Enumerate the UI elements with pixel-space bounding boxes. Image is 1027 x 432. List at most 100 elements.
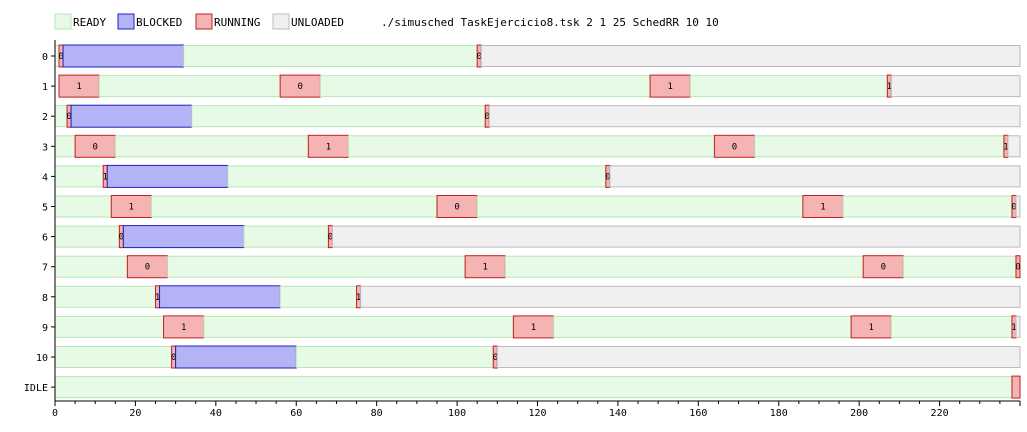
- segment-blocked: [122, 225, 245, 249]
- segment-label: 1: [531, 323, 536, 333]
- segment-ready: [54, 195, 112, 218]
- segment-ready: [243, 225, 329, 248]
- segment-label: 0: [58, 52, 63, 62]
- row-8: 8 1 1: [42, 285, 1021, 309]
- legend-swatch-ready: [54, 13, 72, 30]
- plot-area: 0 0 01 1 0 1 12 0 03 0 1 0 14 1 05 1 0 1 06 0 07 0 1 0 08 1 19 1 1 1 1…: [24, 44, 1021, 399]
- row-7: 7 0 1 0 0: [42, 255, 1021, 279]
- x-tick-label: 160: [689, 408, 707, 419]
- row-label: 9: [42, 323, 48, 334]
- segment-blocked: [62, 44, 185, 68]
- segment-label: 1: [887, 82, 892, 92]
- segment-label: 1: [129, 203, 134, 213]
- legend-swatch-blocked: [117, 13, 135, 30]
- segment-ready: [842, 195, 1013, 218]
- segment-ready: [504, 255, 864, 278]
- x-tick-label: 100: [448, 408, 466, 419]
- row-5: 5 1 0 1 0: [42, 195, 1021, 218]
- segment-label: 1: [1003, 142, 1008, 152]
- row-label: 4: [42, 172, 48, 183]
- segment-label: 0: [66, 112, 71, 122]
- segment-label: 1: [181, 323, 186, 333]
- x-tick-label: 80: [371, 408, 383, 419]
- x-tick-label: 40: [210, 408, 222, 419]
- segment-label: 0: [732, 142, 737, 152]
- segment-ready: [553, 315, 852, 338]
- segment-label: 1: [483, 263, 488, 273]
- x-tick-label: 0: [52, 408, 58, 419]
- legend-label-ready: READY: [73, 16, 106, 29]
- segment-unloaded: [609, 165, 1021, 188]
- row-label: 10: [36, 353, 48, 364]
- x-tick-label: 60: [290, 408, 302, 419]
- segment-ready: [183, 45, 478, 67]
- row-10: 10 0 0: [36, 345, 1021, 369]
- x-axis: 0 20 40 60 80 100 120 140 160 180 200 220: [52, 40, 1021, 419]
- segment-ready: [191, 105, 486, 128]
- segment-ready: [54, 346, 173, 368]
- chart-title: ./simusched TaskEjercicio8.tsk 2 1 25 Sc…: [381, 16, 719, 29]
- segment-blocked: [175, 345, 297, 369]
- segment-unloaded: [1015, 195, 1021, 218]
- segment-label: 0: [476, 52, 481, 62]
- segment-running: [1015, 255, 1021, 279]
- segment-label: 0: [881, 263, 886, 273]
- legend-label-unloaded: UNLOADED: [291, 16, 344, 29]
- segment-label: 1: [820, 203, 825, 213]
- x-tick-label: 20: [129, 408, 141, 419]
- segment-blocked: [70, 104, 193, 128]
- row-idle: IDLE: [24, 375, 1021, 399]
- segment-ready: [319, 75, 651, 98]
- segment-label: 0: [145, 263, 150, 273]
- segment-label: 0: [605, 172, 610, 182]
- row-label: 1: [42, 82, 48, 93]
- segment-label: 1: [667, 82, 672, 92]
- segment-ready: [279, 285, 358, 308]
- segment-unloaded: [890, 75, 1021, 98]
- segment-ready: [54, 225, 120, 248]
- segment-label: 0: [454, 203, 459, 213]
- segment-blocked: [106, 164, 229, 188]
- x-tick-label: 180: [770, 408, 788, 419]
- segment-ready: [348, 135, 715, 158]
- segment-ready: [476, 195, 804, 218]
- segment-ready: [98, 75, 281, 98]
- legend-swatch-running: [195, 13, 213, 30]
- row-label: 3: [42, 142, 48, 153]
- legend: READY BLOCKED RUNNING UNLOADED: [54, 13, 344, 30]
- row-label: 5: [42, 203, 48, 214]
- segment-unloaded: [1015, 315, 1021, 338]
- segment-ready: [54, 135, 76, 158]
- segment-label: 1: [103, 172, 108, 182]
- segment-ready: [114, 135, 309, 158]
- x-tick-label: 220: [931, 408, 949, 419]
- segment-running: [1011, 375, 1021, 399]
- segment-label: 1: [76, 82, 81, 92]
- legend-label-blocked: BLOCKED: [136, 16, 182, 29]
- segment-ready: [54, 255, 128, 278]
- x-tick-label: 120: [528, 408, 546, 419]
- segment-label: 1: [869, 323, 874, 333]
- segment-unloaded: [360, 285, 1021, 308]
- segment-ready: [227, 165, 607, 188]
- segment-ready: [54, 105, 68, 128]
- segment-label: 0: [485, 112, 490, 122]
- segment-ready: [54, 165, 104, 188]
- segment-label: 0: [493, 353, 498, 363]
- x-tick-label: 140: [609, 408, 627, 419]
- segment-unloaded: [480, 45, 1021, 67]
- segment-ready: [689, 75, 888, 98]
- segment-label: 0: [298, 82, 303, 92]
- row-1: 1 1 0 1 1: [42, 74, 1021, 98]
- segment-unloaded: [496, 346, 1021, 368]
- segment-unloaded: [1007, 135, 1021, 158]
- legend-label-running: RUNNING: [214, 16, 260, 29]
- row-label: 0: [42, 52, 48, 63]
- segment-label: 0: [328, 233, 333, 243]
- segment-label: 1: [356, 293, 361, 303]
- segment-label: 0: [119, 233, 124, 243]
- segment-ready: [151, 195, 438, 218]
- row-label: 7: [42, 263, 48, 274]
